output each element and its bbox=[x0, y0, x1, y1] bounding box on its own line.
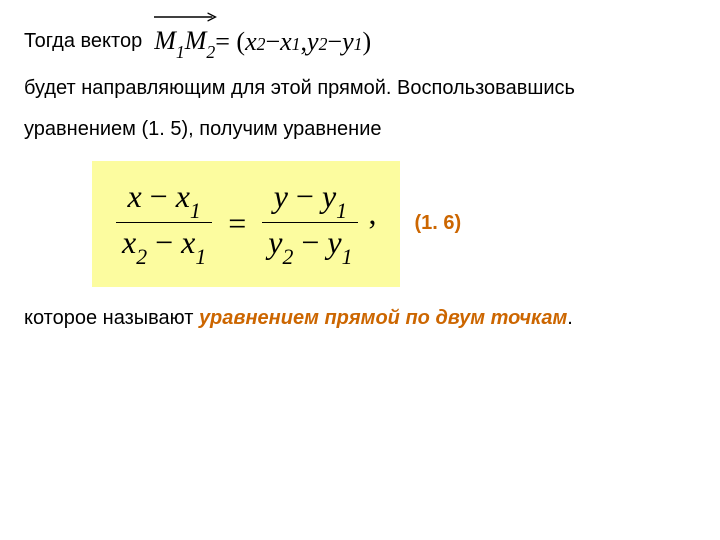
equation-comma: , bbox=[364, 185, 376, 269]
vector-formula: M1M2 = (x2 − x1, y2 − y1) bbox=[154, 18, 371, 65]
equation-box: x − x1 x2 − x1 = y − y1 y2 − y1 , bbox=[92, 161, 400, 287]
line1-text: Тогда вектор bbox=[24, 24, 142, 59]
fraction-right: y − y1 y2 − y1 bbox=[262, 177, 358, 269]
line-1: Тогда вектор M1M2 = (x2 − x1, y2 − y1) bbox=[24, 18, 696, 65]
vector-arrow-icon bbox=[154, 12, 217, 22]
para4-highlight: уравнением прямой по двум точкам bbox=[199, 307, 567, 329]
equation-row: x − x1 x2 − x1 = y − y1 y2 − y1 , (1. 6) bbox=[92, 161, 696, 287]
fraction-left: x − x1 x2 − x1 bbox=[116, 177, 212, 269]
para4-prefix: которое называют bbox=[24, 307, 199, 329]
paragraph-3: уравнением (1. 5), получим уравнение bbox=[24, 112, 696, 147]
para4-suffix: . bbox=[567, 307, 573, 329]
equals-sign: = bbox=[218, 195, 256, 251]
paragraph-4: которое называют уравнением прямой по дв… bbox=[24, 301, 696, 336]
vector-m1m2: M1M2 bbox=[154, 18, 215, 65]
paragraph-2: будет направляющим для этой прямой. Восп… bbox=[24, 71, 696, 106]
equation-label: (1. 6) bbox=[414, 206, 461, 241]
